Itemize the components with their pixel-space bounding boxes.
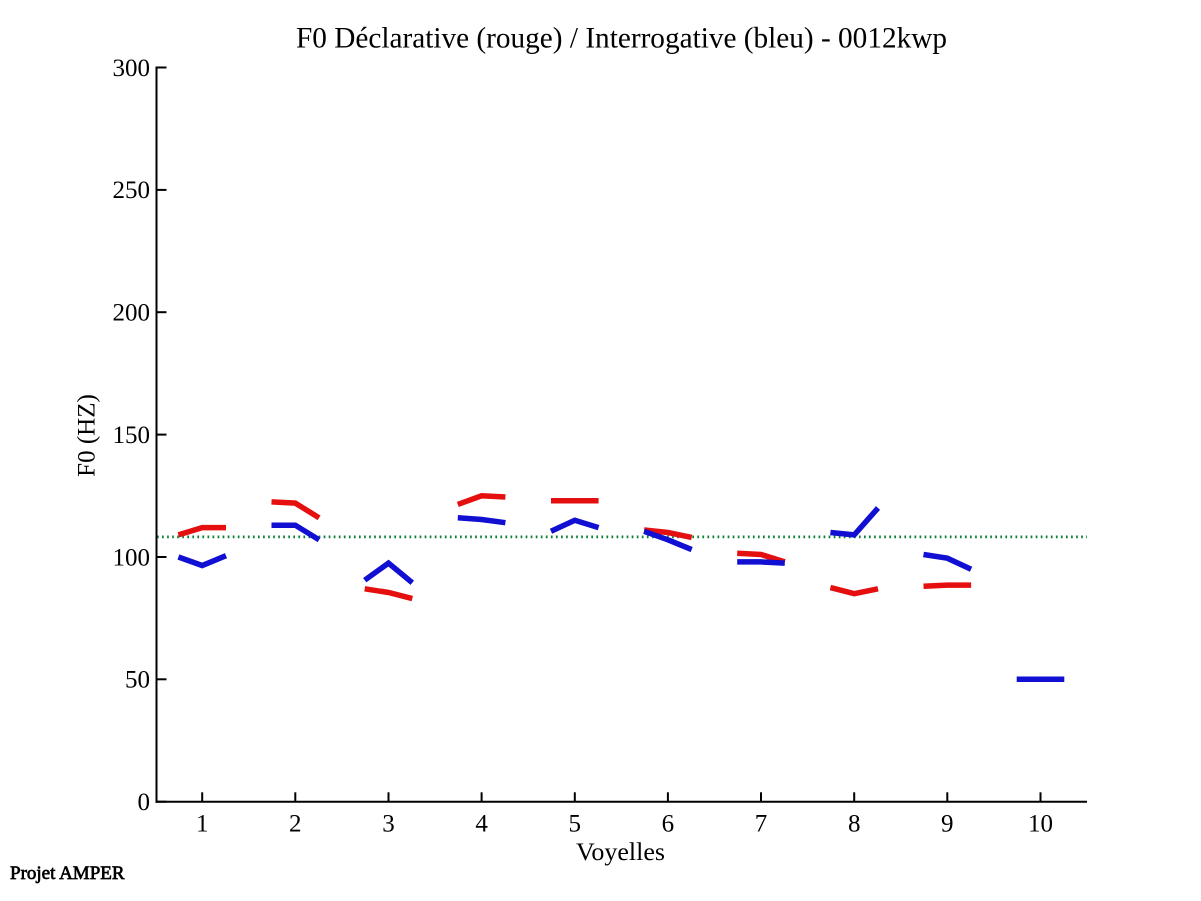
svg-text:Projet AMPER: Projet AMPER bbox=[10, 863, 125, 884]
svg-text:100: 100 bbox=[113, 544, 151, 571]
svg-text:Voyelles: Voyelles bbox=[576, 839, 665, 866]
svg-text:7: 7 bbox=[755, 811, 768, 838]
svg-text:300: 300 bbox=[113, 55, 151, 82]
svg-text:3: 3 bbox=[382, 811, 395, 838]
svg-text:10: 10 bbox=[1028, 811, 1053, 838]
svg-text:0: 0 bbox=[138, 789, 151, 816]
svg-text:4: 4 bbox=[475, 811, 488, 838]
svg-text:8: 8 bbox=[848, 811, 861, 838]
svg-text:6: 6 bbox=[662, 811, 675, 838]
svg-text:50: 50 bbox=[125, 667, 150, 694]
svg-text:150: 150 bbox=[113, 422, 151, 449]
svg-text:1: 1 bbox=[196, 811, 209, 838]
svg-text:F0 Déclarative (rouge) / Inter: F0 Déclarative (rouge) / Interrogative (… bbox=[296, 22, 947, 54]
svg-text:5: 5 bbox=[569, 811, 582, 838]
svg-text:250: 250 bbox=[113, 177, 151, 204]
svg-text:9: 9 bbox=[941, 811, 954, 838]
svg-text:F0 (HZ): F0 (HZ) bbox=[74, 394, 101, 477]
svg-text:2: 2 bbox=[289, 811, 302, 838]
svg-text:200: 200 bbox=[113, 300, 151, 327]
